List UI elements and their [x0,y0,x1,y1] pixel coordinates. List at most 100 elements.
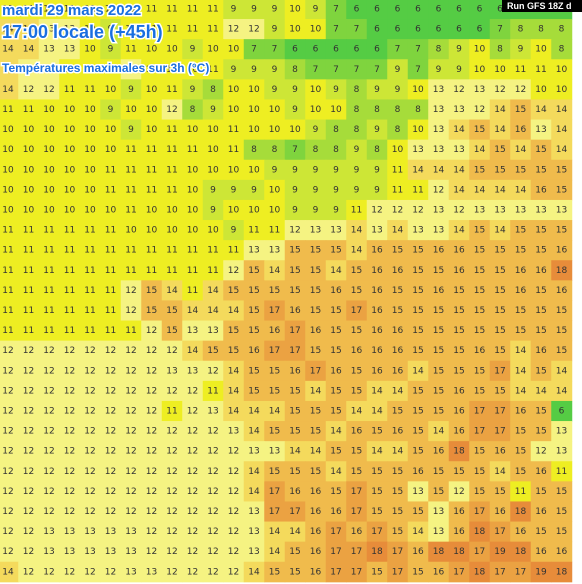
cell-value: 14 [23,25,35,35]
cell [202,300,224,322]
cell [223,481,245,502]
cell-value: 12 [207,507,218,517]
cell [59,280,81,301]
cell [38,0,60,20]
cell-value: 12 [207,487,218,497]
cell-value: 10 [269,206,281,216]
cell [161,400,183,422]
cell [428,260,450,281]
cell-value: 11 [84,246,95,256]
cell-value: 7 [292,145,298,155]
cell-value: 17 [351,567,362,577]
cell-value: 6 [313,45,319,55]
cell-value: 13 [248,246,259,256]
cell [0,159,19,181]
cell [510,360,532,382]
cell-value: 12 [84,427,95,437]
cell [407,79,429,100]
cell-value: 15 [535,527,546,537]
cell [59,79,81,100]
cell-value: 13 [494,206,505,216]
cell-value: 11 [84,65,95,75]
cell-value: 9 [231,5,237,15]
cell-value: 16 [392,366,404,376]
cell-value: 13 [43,527,54,537]
cell-value: 9 [272,85,278,95]
cell [161,39,183,60]
cell [79,380,101,402]
cell [346,461,368,482]
cell-value: 11 [125,165,136,175]
cell-value: 18 [453,547,465,557]
cell [38,501,60,523]
cell-value: 10 [146,85,158,95]
cell [387,240,409,261]
cell [79,59,101,80]
cell-value: 14 [351,407,363,417]
cell-value: 15 [412,407,423,417]
cell-value: 16 [453,527,465,537]
cell-value: 12 [84,346,95,356]
cell-value: 10 [248,206,260,216]
cell [407,260,429,281]
cell [202,19,224,40]
cell [0,0,19,20]
cell [325,119,347,141]
cell-value: 10 [207,165,219,175]
cell [366,59,388,80]
cell-value: 12 [125,487,136,497]
cell-value: 11 [105,165,116,175]
cell [489,421,511,442]
cell-value: 15 [535,427,546,437]
cell-value: 11 [556,467,567,477]
cell [120,159,142,181]
cell [325,179,347,201]
cell-value: 15 [453,366,464,376]
cell-value: 14 [453,165,465,175]
cell-value: 12 [187,407,198,417]
cell-value: 10 [23,206,35,216]
cell [161,521,183,543]
cell-value: 10 [84,125,96,135]
cell-value: 12 [64,467,75,477]
cell [243,159,265,181]
cell-value: 14 [2,25,14,35]
cell-value: 9 [231,226,237,236]
cell [387,199,409,221]
cell-value: 11 [105,226,116,236]
cell [346,501,368,523]
cell [407,99,429,121]
cell-value: 6 [477,5,483,15]
cell-value: 10 [105,206,117,216]
cell [202,79,224,100]
cell-value: 12 [146,487,157,497]
cell-value: 15 [515,226,526,236]
cell-value: 12 [125,306,136,316]
cell [182,441,204,462]
cell-value: 12 [125,447,136,457]
cell-value: 12 [146,467,157,477]
cell [59,481,81,502]
cell-value: 15 [494,306,505,316]
cell-value: 13 [43,547,54,557]
cell-value: 7 [313,65,319,75]
cell-value: 11 [166,145,177,155]
cell [366,320,388,342]
cell [59,119,81,141]
cell-value: 12 [2,407,13,417]
cell [448,260,470,281]
cell-value: 16 [433,246,445,256]
cell-value: 12 [166,527,177,537]
cell [366,139,388,161]
cell-value: 15 [351,286,362,296]
cell-value: 11 [207,65,218,75]
cell-value: 12 [207,547,218,557]
cell-value: 10 [84,105,96,115]
cell-value: 17 [453,567,464,577]
cell-value: 12 [84,447,95,457]
cell-value: 9 [251,65,257,75]
cell-value: 11 [105,246,116,256]
cell [407,240,429,261]
cell-value: 16 [535,507,547,517]
cell-value: 12 [146,427,157,437]
